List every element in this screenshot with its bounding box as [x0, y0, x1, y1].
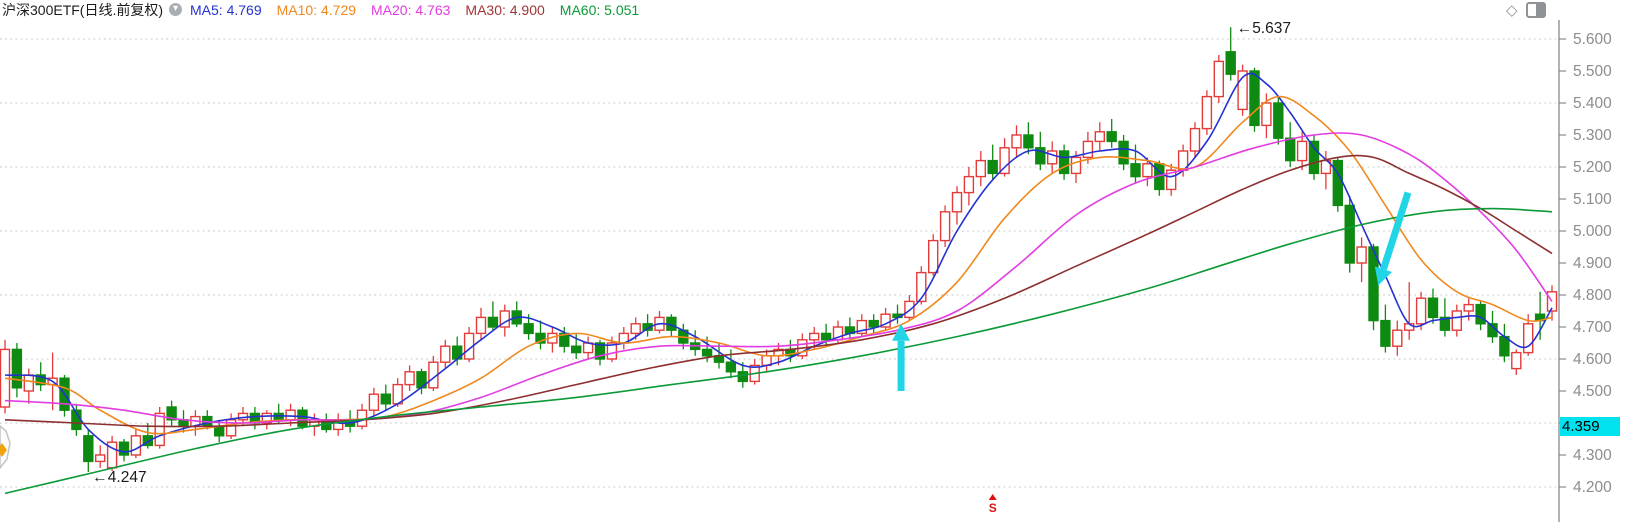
chart-header: 沪深300ETF(日线.前复权) ▾ MA5: 4.769 MA10: 4.72…: [2, 1, 654, 18]
axis-label: 5.100: [1573, 191, 1612, 208]
current-price-badge: 4.359: [1560, 417, 1620, 436]
partial-left-marker: [0, 425, 11, 470]
axis-label: 4.600: [1573, 351, 1612, 368]
panel-toggle-icon[interactable]: [1525, 2, 1546, 18]
drawn-arrow: [892, 323, 911, 392]
axis-label: 4.500: [1573, 383, 1612, 400]
axis-label: 4.300: [1573, 447, 1612, 464]
axis-label: 4.800: [1573, 287, 1612, 304]
ma5-label: MA5: 4.769: [190, 1, 262, 18]
axis-label: 5.400: [1573, 95, 1612, 112]
axis-label: 4.700: [1573, 319, 1612, 336]
diamond-icon[interactable]: ◇: [1506, 1, 1518, 19]
ma60-label: MA60: 5.051: [559, 1, 640, 18]
low-price-annotation: ←4.247: [92, 469, 146, 486]
symbol-title[interactable]: 沪深300ETF(日线.前复权): [2, 1, 164, 18]
axis-label: 5.200: [1573, 159, 1612, 176]
ma30-label: MA30: 4.900: [465, 1, 545, 18]
chevron-down-icon[interactable]: ▾: [169, 3, 183, 16]
svg-text:S: S: [989, 501, 997, 515]
axis-label: 5.600: [1573, 31, 1612, 48]
axis-label: 5.000: [1573, 223, 1612, 240]
toolbar: ◇: [1506, 2, 1546, 18]
diamond-badge-icon: [0, 443, 7, 457]
ma10-label: MA10: 4.729: [276, 1, 357, 18]
axis-label: 5.500: [1573, 63, 1612, 80]
event-marker: S: [989, 494, 997, 515]
ma20-line: [4, 132, 1553, 424]
axis-label: 5.300: [1573, 127, 1612, 144]
candles-layer: [0, 27, 1558, 472]
axis-label: 4.900: [1573, 255, 1612, 272]
ma5-line: [4, 72, 1553, 453]
ma20-label: MA20: 4.763: [371, 1, 451, 18]
ma10-line: [4, 95, 1553, 435]
axis-label: 4.200: [1573, 479, 1612, 496]
high-price-annotation: ←5.637: [1237, 20, 1291, 37]
ma60-line: [4, 207, 1553, 495]
ma30-line: [4, 154, 1553, 428]
drawn-arrow: [1374, 191, 1412, 286]
